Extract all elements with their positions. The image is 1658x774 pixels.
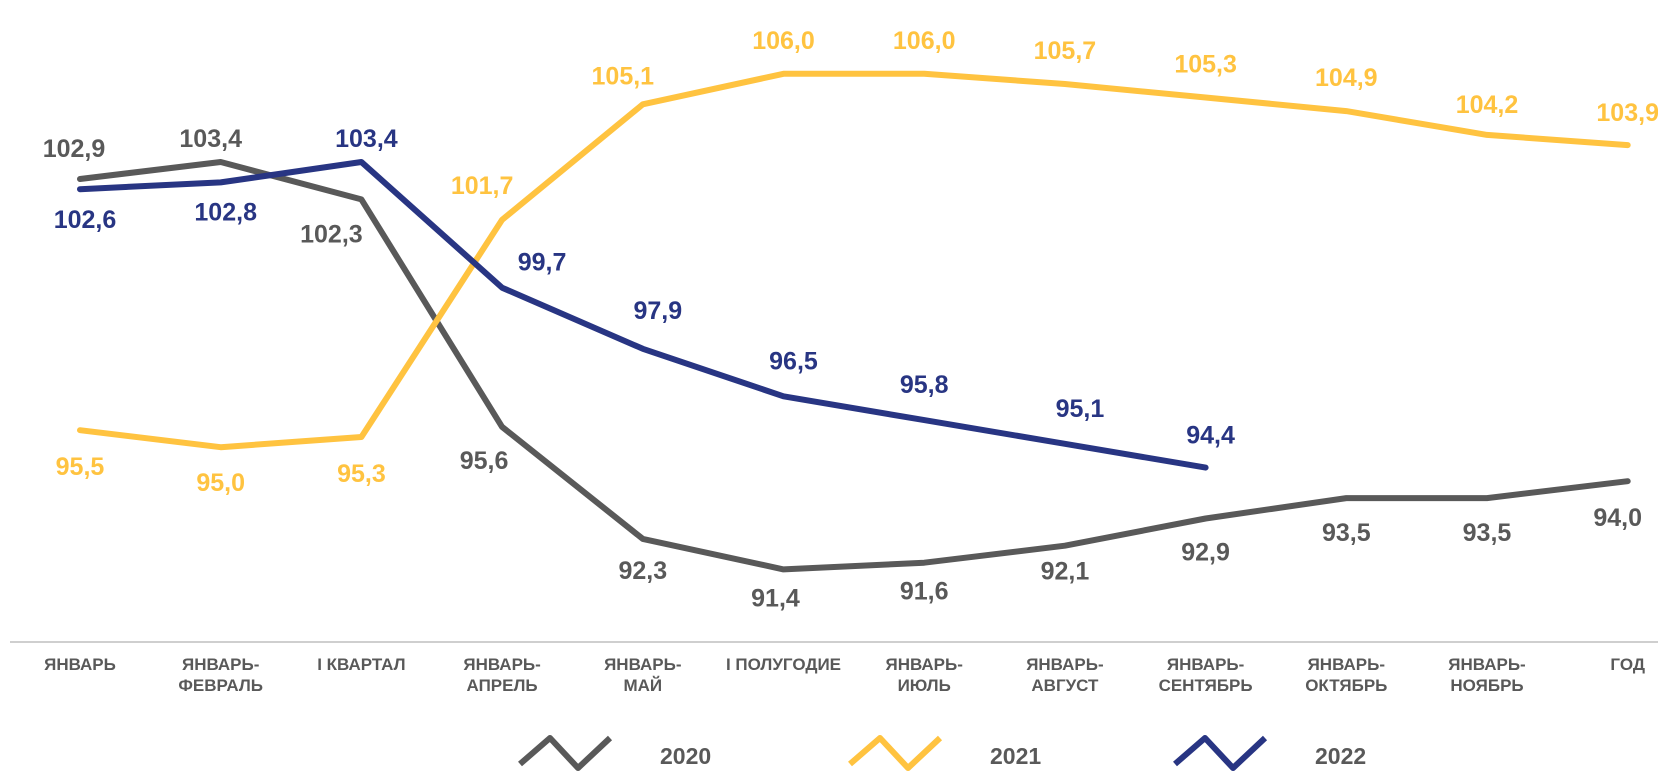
data-label-2021-9: 104,9 (1315, 64, 1378, 92)
category-label-8-line-0: ЯНВАРЬ- (1167, 655, 1244, 674)
legend-item-2022: 2022 (1173, 735, 1366, 771)
data-label-2020-3: 95,6 (460, 447, 509, 475)
category-label-6-line-1: ИЮЛЬ (898, 676, 951, 695)
legend-label-2021: 2021 (990, 743, 1041, 769)
data-label-2022-5: 96,5 (769, 347, 818, 375)
data-label-2020-4: 92,3 (618, 557, 667, 585)
data-label-2021-1: 95,0 (196, 469, 245, 497)
category-axis-labels: ЯНВАРЬ ЯНВАРЬ- ФЕВРАЛЬ I КВАРТАЛ ЯНВАРЬ- АПРЕ… (44, 655, 1645, 695)
category-label-10-line-0: ЯНВАРЬ- (1448, 655, 1525, 674)
category-label-3-line-1: АПРЕЛЬ (467, 676, 538, 695)
category-label-5: I ПОЛУГОДИЕ (726, 655, 841, 674)
legend-label-2022: 2022 (1315, 743, 1366, 769)
data-label-2022-8: 94,4 (1186, 422, 1235, 450)
data-label-2021-0: 95,5 (56, 453, 105, 481)
category-label-7-line-0: ЯНВАРЬ- (1026, 655, 1103, 674)
data-label-2020-9: 93,5 (1322, 519, 1371, 547)
category-label-3-line-0: ЯНВАРЬ- (463, 655, 540, 674)
category-label-7-line-1: АВГУСТ (1031, 676, 1099, 695)
series-line-2020 (77, 159, 1631, 573)
legend-swatch-2022 (1173, 735, 1268, 771)
category-label-1-line-1: ФЕВРАЛЬ (178, 676, 263, 695)
data-label-2021-4: 105,1 (592, 62, 655, 90)
category-label-9-line-1: ОКТЯБРЬ (1305, 676, 1387, 695)
category-label-6-line-0: ЯНВАРЬ- (885, 655, 962, 674)
data-label-2021-5: 106,0 (752, 27, 815, 55)
legend-swatch-2020 (518, 735, 613, 771)
data-label-2021-11: 103,9 (1596, 99, 1658, 127)
data-label-2021-7: 105,7 (1034, 37, 1097, 65)
data-label-2020-10: 93,5 (1463, 519, 1512, 547)
data-label-2020-6: 91,6 (900, 578, 949, 606)
data-label-2022-1: 102,8 (194, 198, 257, 226)
data-label-2021-6: 106,0 (893, 27, 956, 55)
category-label-4-line-0: ЯНВАРЬ- (604, 655, 681, 674)
data-label-2020-8: 92,9 (1181, 539, 1230, 567)
legend-item-2021: 2021 (848, 735, 1041, 771)
category-label-2: I КВАРТАЛ (317, 655, 405, 674)
legend-item-2020: 2020 (518, 735, 711, 771)
category-label-8-line-1: СЕНТЯБРЬ (1159, 676, 1253, 695)
category-label-10-line-1: НОЯБРЬ (1450, 676, 1523, 695)
data-label-2020-7: 92,1 (1041, 558, 1090, 586)
legend: 2020 2021 2022 (518, 735, 1366, 771)
data-label-2020-5: 91,4 (751, 584, 800, 612)
data-label-2022-6: 95,8 (900, 371, 949, 399)
data-label-2022-4: 97,9 (633, 297, 682, 325)
legend-label-2020: 2020 (660, 743, 711, 769)
category-label-1-line-0: ЯНВАРЬ- (182, 655, 259, 674)
series-lines (77, 70, 1631, 573)
data-label-2020-1: 103,4 (179, 125, 242, 153)
data-label-2021-2: 95,3 (337, 460, 386, 488)
data-label-2021-8: 105,3 (1174, 51, 1237, 79)
data-label-2021-3: 101,7 (451, 172, 514, 200)
data-label-2020-2: 102,3 (300, 220, 363, 248)
series-line-2022 (77, 159, 1209, 471)
data-label-2022-0: 102,6 (54, 206, 117, 234)
legend-swatch-2021 (848, 735, 943, 771)
category-label-4-line-1: МАЙ (623, 676, 662, 695)
series-line-2021 (77, 70, 1631, 451)
data-label-2020-0: 102,9 (43, 135, 106, 163)
data-labels: 102,9 103,4 102,3 95,6 92,3 91,4 91,6 92,1 92,9 9… (43, 27, 1658, 613)
data-label-2022-2: 103,4 (335, 125, 398, 153)
data-label-2022-3: 99,7 (518, 249, 567, 277)
data-label-2022-7: 95,1 (1056, 395, 1105, 423)
data-label-2021-10: 104,2 (1456, 91, 1519, 119)
category-label-11: ГОД (1610, 655, 1645, 674)
category-label-0: ЯНВАРЬ (44, 655, 116, 674)
category-label-9-line-0: ЯНВАРЬ- (1308, 655, 1385, 674)
data-label-2020-11: 94,0 (1593, 504, 1642, 532)
